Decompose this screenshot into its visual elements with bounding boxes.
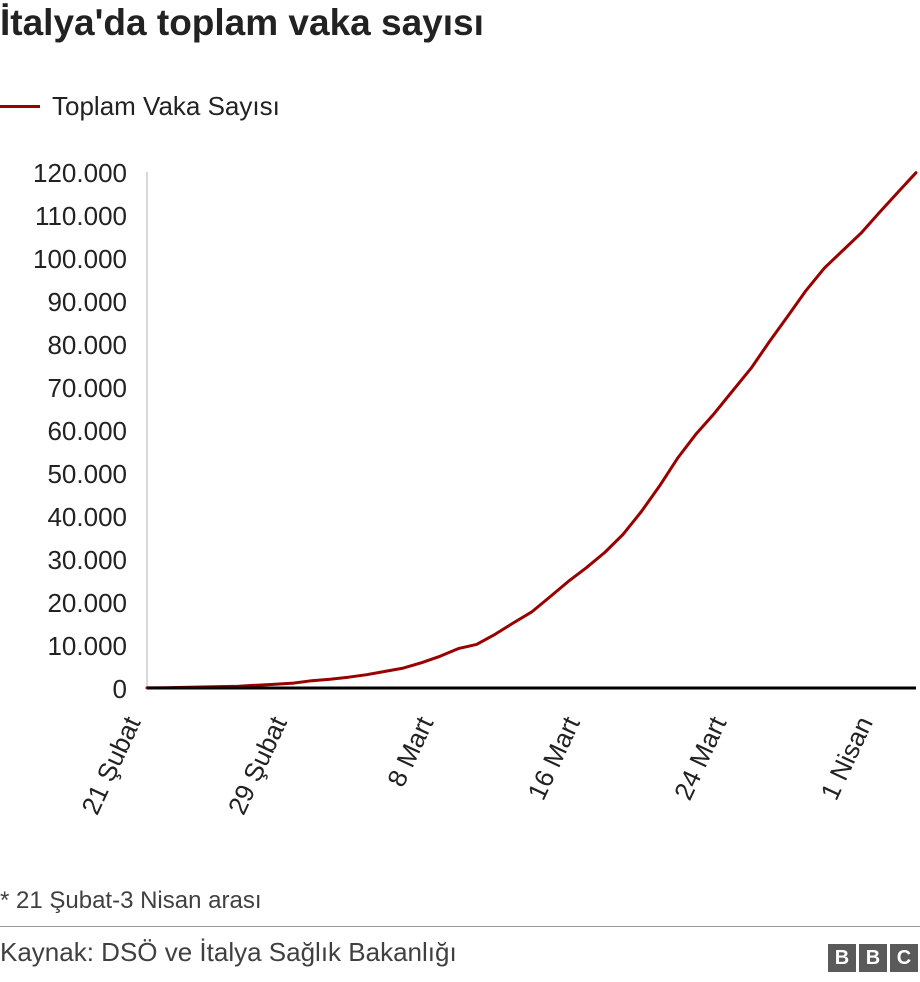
x-tick-label: 21 Şubat xyxy=(75,711,147,819)
y-tick-label: 50.000 xyxy=(47,459,127,489)
y-tick-label: 30.000 xyxy=(47,545,127,575)
legend-swatch xyxy=(0,104,40,108)
y-tick-label: 100.000 xyxy=(33,244,127,274)
x-tick-label: 1 Nisan xyxy=(814,712,878,805)
footer-divider xyxy=(0,926,920,927)
x-tick-label: 24 Mart xyxy=(668,711,733,804)
y-tick-label: 90.000 xyxy=(47,287,127,317)
y-tick-label: 120.000 xyxy=(33,158,127,188)
source-text: Kaynak: DSÖ ve İtalya Sağlık Bakanlığı xyxy=(0,937,457,967)
y-tick-label: 80.000 xyxy=(47,330,127,360)
bbc-logo-letter: B xyxy=(859,944,887,972)
y-tick-label: 70.000 xyxy=(47,373,127,403)
bbc-logo-letter: C xyxy=(890,944,918,972)
y-tick-label: 110.000 xyxy=(35,201,127,231)
legend-label: Toplam Vaka Sayısı xyxy=(52,90,280,121)
series-line-toplam-vaka xyxy=(145,171,918,690)
y-tick-label: 20.000 xyxy=(47,588,127,618)
x-tick-label: 8 Mart xyxy=(381,711,440,791)
legend: Toplam Vaka Sayısı xyxy=(0,88,280,124)
y-tick-label: 10.000 xyxy=(47,631,127,661)
y-tick-label: 0 xyxy=(113,674,127,704)
y-tick-label: 60.000 xyxy=(47,416,127,446)
y-tick-label: 40.000 xyxy=(47,502,127,532)
line-chart: 0 10.000 20.000 30.000 40.000 50.000 60.000 70.… xyxy=(33,158,918,819)
bbc-logo-letter: B xyxy=(828,944,856,972)
x-tick-label: 16 Mart xyxy=(521,711,586,804)
chart-title: İtalya'da toplam vaka sayısı xyxy=(0,2,484,43)
footnote: * 21 Şubat-3 Nisan arası xyxy=(0,887,262,914)
x-tick-label: 29 Şubat xyxy=(222,711,294,819)
bbc-logo: B B C xyxy=(828,944,918,972)
